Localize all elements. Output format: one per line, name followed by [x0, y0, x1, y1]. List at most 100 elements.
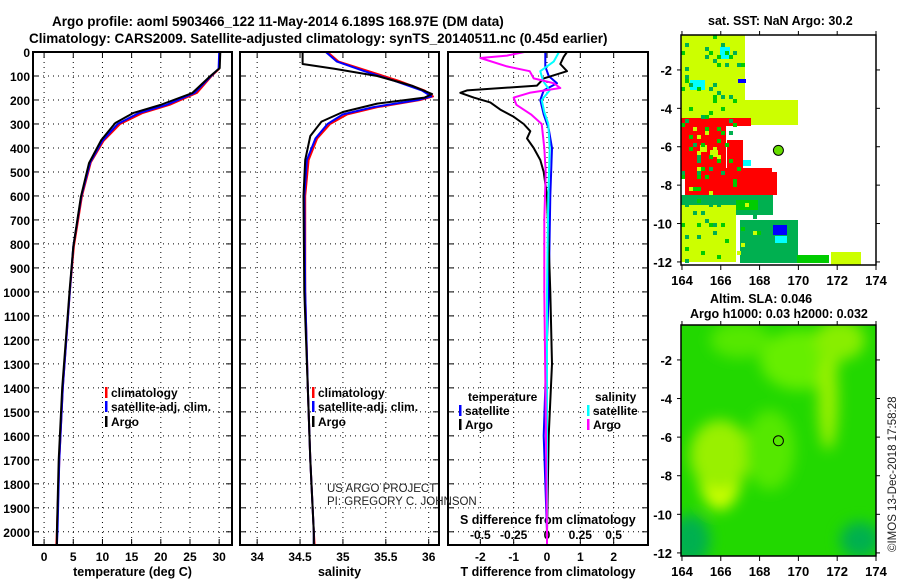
title-line-1: Argo profile: aoml 5903466_122 11-May-20…: [52, 14, 504, 29]
credit-project: US ARGO PROJECT: [327, 483, 436, 495]
y-tick-label: 500: [10, 166, 30, 180]
legend-swatch: [312, 416, 315, 427]
x-tick-label: -1: [508, 550, 519, 564]
difference-profile-panel: -2 -1 0 1 2-0.5 -0.25 0 0.25 0.5S difference fro…: [447, 51, 649, 579]
lon-tick-label: 170: [788, 564, 810, 579]
legend-label: Argo: [465, 418, 493, 432]
y-tick-label: 1700: [3, 454, 30, 468]
plot-frame: [447, 51, 649, 546]
lat-tick-label: -12: [653, 255, 672, 270]
series-salinity-argo: [479, 51, 562, 545]
series-climatology: [304, 51, 434, 546]
legend-title-salinity: salinity: [595, 390, 637, 404]
lat-tick-label: -6: [660, 140, 672, 155]
series-temperature-argo: [459, 51, 568, 545]
lon-tick-label: 164: [671, 564, 693, 579]
series-satellite-adj-clim-: [55, 51, 221, 546]
temperature-profile-panel: 0 5 10 15 20 25 300100200300400500600700800900…: [3, 46, 233, 579]
y-tick-label: 300: [10, 118, 30, 132]
argo-location-marker: [772, 435, 784, 447]
y-tick-label: 1600: [3, 430, 30, 444]
x-tick-label: 34: [250, 550, 264, 564]
x-axis-label: temperature (deg C): [73, 565, 192, 579]
sla-map: 164 166 168 170 172 174 -2 -4 -6 -8 -10 -12 Altim. S…: [653, 292, 887, 579]
series-argo: [301, 52, 434, 545]
y-tick-label: 1300: [3, 358, 30, 372]
lat-tick-label: -2: [660, 353, 672, 368]
x-axis-label: T difference from climatology: [460, 565, 635, 579]
lon-tick-label: 166: [710, 273, 732, 288]
series-salinity-satellite: [539, 51, 560, 545]
lon-tick-label: 164: [671, 273, 693, 288]
x2-tick-label: -0.25: [500, 528, 528, 542]
y-tick-label: 400: [10, 142, 30, 156]
lat-tick-label: -10: [653, 507, 672, 522]
legend-swatch: [459, 405, 462, 416]
lat-tick-label: -4: [660, 101, 672, 116]
y-tick-label: 1900: [3, 502, 30, 516]
lat-tick-label: -2: [660, 63, 672, 78]
x-tick-label: 36: [422, 550, 436, 564]
legend-swatch: [459, 419, 462, 430]
x-tick-label: 34.5: [288, 550, 312, 564]
x-tick-label: 1: [577, 550, 584, 564]
x-axis-label: salinity: [318, 565, 361, 579]
y-tick-label: 1800: [3, 478, 30, 492]
map-subtitle: Argo h1000: 0.03 h2000: 0.032: [690, 307, 868, 321]
y-tick-label: 0: [23, 46, 30, 60]
lat-tick-label: -4: [660, 392, 672, 407]
imos-timestamp: ©IMOS 13-Dec-2018 17:58:28: [887, 396, 899, 552]
x2-tick-label: 0.5: [605, 528, 622, 542]
y-tick-label: 800: [10, 238, 30, 252]
x-tick-label: 35: [336, 550, 350, 564]
legend-label: Argo: [111, 415, 139, 429]
x-tick-label: 0: [544, 550, 551, 564]
legend-label: satellite: [465, 404, 510, 418]
x-tick-label: -2: [475, 550, 486, 564]
lon-tick-label: 172: [826, 273, 848, 288]
legend-label: climatology: [318, 386, 385, 400]
legend-swatch: [105, 416, 108, 427]
y-tick-label: 700: [10, 214, 30, 228]
sst-map: 164 166 168 170 172 174 -2 -4 -6 -8 -10 -12 sat. SST…: [653, 14, 887, 288]
x-tick-label: 15: [125, 550, 139, 564]
legend-label: Argo: [318, 415, 346, 429]
legend-label: satellite-adj. clim.: [111, 400, 211, 414]
legend-swatch: [105, 387, 108, 398]
y-tick-label: 1100: [4, 310, 30, 324]
lon-tick-label: 168: [749, 564, 771, 579]
lon-tick-label: 174: [865, 273, 887, 288]
legend-swatch: [105, 401, 108, 412]
x-tick-label: 30: [212, 550, 226, 564]
y-tick-label: 1400: [3, 382, 30, 396]
x-tick-label: 2: [610, 550, 617, 564]
x-tick-label: 10: [96, 550, 110, 564]
y-tick-label: 200: [10, 94, 30, 108]
sla-map-field: [681, 325, 876, 556]
y-tick-label: 1200: [3, 334, 30, 348]
salinity-profile-panel: 34 34.5 35 35.5 36 salinity climatologysatelli…: [239, 51, 440, 579]
legend-label: climatology: [111, 386, 178, 400]
x2-tick-label: 0.25: [569, 528, 593, 542]
lat-tick-label: -8: [660, 469, 672, 484]
argo-location-marker: [772, 144, 784, 156]
map-title: sat. SST: NaN Argo: 30.2: [708, 14, 853, 28]
y-tick-label: 1000: [3, 286, 30, 300]
x-tick-label: 20: [154, 550, 168, 564]
plot-frame: [32, 51, 233, 546]
credit-pi: PI: GREGORY C. JOHNSON: [327, 496, 477, 508]
x-tick-label: 5: [70, 550, 77, 564]
y-tick-label: 100: [10, 70, 30, 84]
lon-tick-label: 172: [826, 564, 848, 579]
series-argo: [55, 51, 222, 545]
legend-swatch: [587, 419, 590, 430]
lat-tick-label: -10: [653, 217, 672, 232]
y-tick-label: 1500: [3, 406, 30, 420]
lon-tick-label: 166: [710, 564, 732, 579]
x2-tick-label: -0.5: [470, 528, 491, 542]
legend-label: satellite-adj. clim.: [318, 400, 418, 414]
map-frame: [680, 324, 877, 557]
legend-swatch: [312, 401, 315, 412]
series-satellite-adj-clim-: [303, 51, 433, 545]
